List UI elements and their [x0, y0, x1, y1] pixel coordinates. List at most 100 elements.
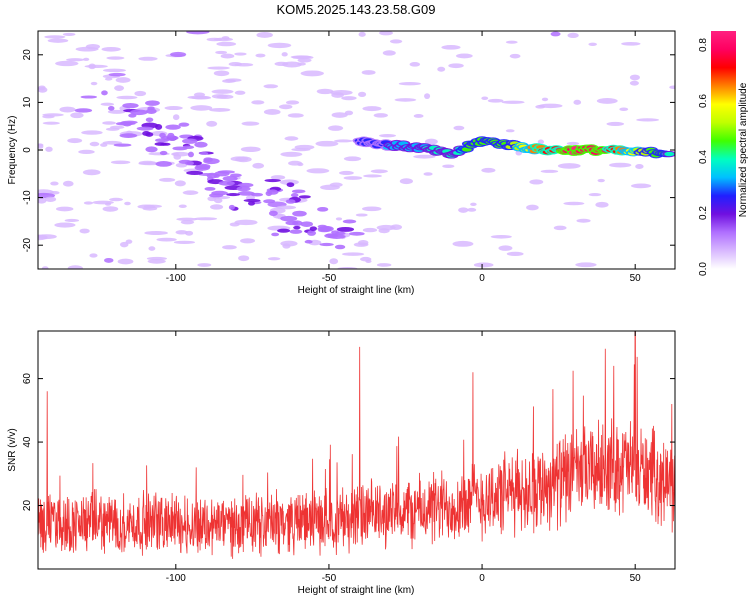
noise-blob [115, 77, 131, 83]
colorbar-tick-label: 0.8 [698, 38, 709, 52]
noise-blob [300, 70, 324, 77]
streak-blob [291, 189, 306, 194]
noise-blob [159, 177, 176, 182]
noise-blob [175, 162, 188, 168]
noise-blob [629, 74, 640, 81]
spectrogram-xtick-label: 50 [630, 273, 642, 284]
noise-blob [206, 120, 218, 127]
noise-blob [221, 36, 230, 40]
noise-blob [453, 125, 465, 131]
noise-blob [320, 184, 340, 191]
noise-blob [376, 263, 392, 267]
noise-blob [79, 228, 90, 234]
streak-blob [204, 186, 216, 191]
noise-blob [108, 72, 126, 77]
streak-blob [194, 164, 211, 171]
noise-blob [576, 218, 591, 223]
noise-blob [327, 125, 344, 131]
noise-blob [137, 204, 156, 209]
streak-blob [334, 244, 346, 250]
noise-blob [252, 162, 265, 169]
noise-blob [213, 197, 223, 204]
streak-blob [236, 186, 251, 192]
noise-blob [234, 90, 246, 95]
noise-blob [424, 93, 431, 100]
streak-blob [128, 113, 137, 118]
streak-blob [293, 225, 301, 230]
noise-blob [110, 125, 125, 130]
noise-blob [147, 259, 166, 264]
streak-blob [309, 226, 317, 231]
streak-blob [264, 178, 281, 183]
streak-blob [115, 121, 133, 126]
noise-blob [334, 139, 353, 143]
noise-blob [174, 180, 186, 187]
noise-blob [361, 70, 376, 75]
snr-line [38, 331, 675, 559]
noise-blob [490, 235, 512, 239]
snr-frame [37, 330, 676, 570]
noise-blob [279, 179, 299, 185]
noise-blob [357, 239, 369, 246]
streak-blob [184, 161, 194, 166]
noise-blob [389, 39, 403, 44]
noise-blob [636, 118, 660, 122]
streak-blob [206, 172, 218, 179]
noise-blob [630, 183, 652, 189]
noise-blob [284, 136, 299, 141]
colorbar-tick-label: 0.0 [698, 262, 709, 276]
noise-blob [413, 154, 436, 159]
noise-blob [64, 218, 80, 223]
noise-blob [194, 217, 218, 221]
noise-blob [238, 255, 250, 262]
spectrogram-xtick-label: -50 [322, 273, 337, 284]
noise-blob [197, 263, 212, 267]
streak-blob [145, 117, 154, 123]
noise-blob [67, 265, 83, 269]
noise-blob [146, 256, 167, 261]
streak-blob [226, 193, 240, 197]
streak-blob [271, 232, 280, 237]
noise-blob [206, 37, 223, 42]
chart-title: KOM5.2025.143.23.58.G09 [276, 2, 435, 17]
noise-blob [45, 146, 53, 152]
spectrogram-heatmap [38, 31, 675, 269]
colorbar: 0.0 0.2 0.4 0.6 0.8 Normalized spectral ampl… [698, 31, 749, 276]
noise-blob [215, 50, 228, 55]
streak-blob [187, 151, 194, 158]
streak-blob [142, 131, 151, 136]
noise-blob [208, 107, 231, 112]
noise-blob [358, 31, 366, 37]
noise-blob [529, 179, 544, 185]
noise-blob [341, 96, 357, 101]
noise-blob [104, 77, 113, 81]
noise-blob [81, 130, 103, 135]
noise-blob [281, 52, 288, 57]
noise-blob [501, 100, 525, 104]
noise-blob [390, 224, 403, 230]
streak-blob [243, 198, 261, 203]
noise-blob [378, 228, 390, 234]
noise-blob [359, 256, 372, 262]
noise-blob [550, 31, 561, 37]
snr-series [38, 331, 675, 559]
streak-blob [348, 231, 365, 236]
snr-xtick-label: -50 [322, 573, 337, 584]
noise-blob [182, 190, 199, 195]
streak-blob [155, 160, 172, 167]
noise-blob [213, 70, 230, 77]
streak-blob [290, 192, 299, 198]
noise-blob [55, 206, 74, 212]
noise-blob [595, 201, 609, 208]
noise-blob [448, 63, 464, 69]
colorbar-gradient [711, 31, 736, 269]
noise-blob [291, 147, 311, 152]
streak-blob [218, 180, 235, 186]
noise-blob [621, 41, 641, 46]
spectrogram-ytick-label: 20 [22, 49, 33, 61]
noise-blob [185, 230, 194, 236]
noise-blob [455, 53, 473, 59]
noise-blob [306, 168, 330, 174]
